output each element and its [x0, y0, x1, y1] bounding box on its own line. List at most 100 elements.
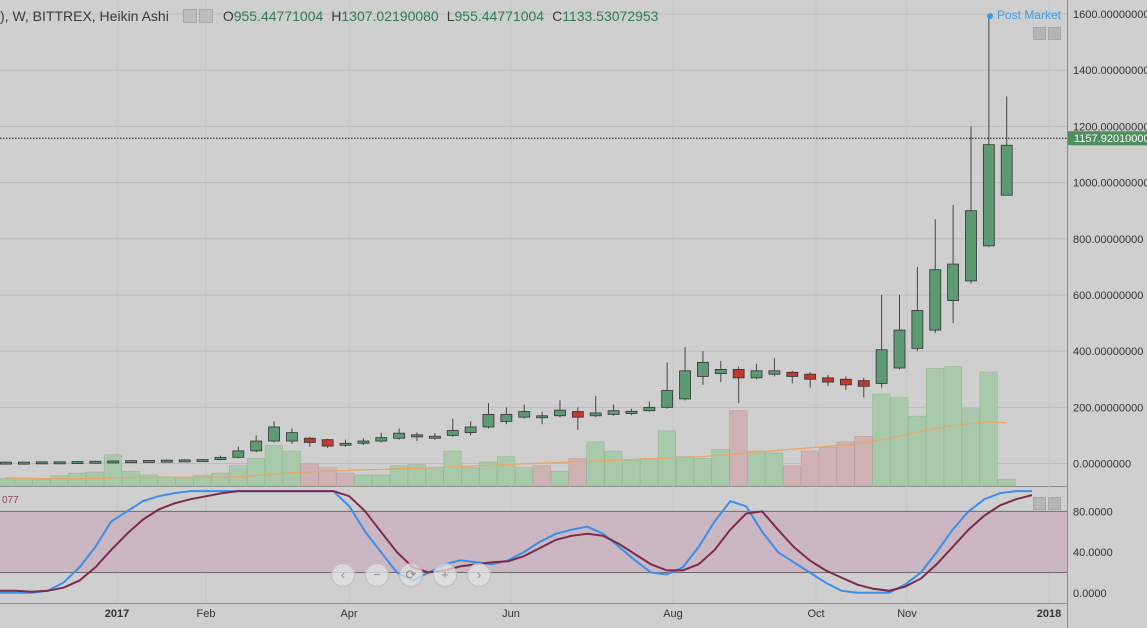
candle-body [839, 378, 852, 386]
volume-bar [782, 465, 802, 487]
volume-bar [514, 467, 534, 487]
oscillator-tick-label: 80.0000 [1073, 506, 1113, 518]
volume-bar [157, 476, 176, 487]
candle-body [214, 456, 227, 460]
candle-body [607, 410, 620, 415]
symbol-title: ), W, BITTREX, Heikin Ashi [0, 8, 169, 24]
candle-body [143, 460, 155, 463]
time-tick-label: Apr [340, 608, 357, 620]
volume-bar [264, 445, 283, 487]
time-tick-label: Oct [807, 608, 824, 620]
volume-bar [336, 472, 355, 487]
candle-body [518, 411, 531, 418]
volume-bar [997, 479, 1016, 487]
post-market-indicator[interactable]: Post Market [986, 8, 1061, 22]
candle-body [625, 410, 638, 414]
time-tick-label: Nov [897, 608, 917, 620]
low-value: 955.44771004 [454, 8, 545, 24]
volume-bar [211, 472, 230, 487]
scroll-right-button[interactable]: › [467, 563, 491, 587]
candle-body [804, 373, 817, 380]
volume-bar [693, 458, 712, 487]
open-label: O [222, 8, 234, 24]
last-price-tag [1068, 131, 1147, 146]
candle-body [1000, 144, 1013, 196]
candle-body [893, 329, 906, 369]
candle-body [303, 437, 316, 443]
volume-bar [890, 397, 909, 487]
candle-body [571, 411, 584, 418]
candle-body [268, 426, 280, 442]
candle-body [500, 413, 513, 422]
volume-bar [765, 452, 784, 487]
candle-body [768, 370, 781, 375]
volume-bar [800, 450, 819, 487]
volume-bar [818, 447, 837, 487]
zoom-in-button[interactable]: + [433, 563, 457, 587]
candle-body [178, 459, 191, 463]
price-tick-label: 1400.00000000 [1073, 65, 1147, 77]
candle-body [286, 432, 298, 442]
candle-body [589, 412, 602, 417]
close-value: 1133.53072953 [562, 8, 659, 24]
volume-bar [0, 478, 15, 487]
time-tick-label: 2017 [105, 608, 129, 620]
reset-chart-button[interactable]: ⟳ [399, 563, 423, 587]
candle-body [982, 144, 995, 247]
volume-bar [175, 478, 194, 487]
time-tick-label: Feb [197, 608, 216, 620]
price-tick-label: 1200.00000000 [1073, 121, 1147, 133]
candle-body [661, 390, 674, 408]
scroll-left-button[interactable]: ‹ [331, 563, 355, 587]
pane-maximize-icon[interactable] [1048, 27, 1061, 40]
volume-bar [836, 441, 855, 487]
high-value: 1307.02190080 [341, 8, 439, 24]
volume-bar [318, 467, 337, 487]
candle-body [643, 406, 656, 412]
price-tick-label: 1000.00000000 [1073, 178, 1147, 190]
pane-up-icon[interactable] [1033, 27, 1046, 40]
candle-body [732, 369, 745, 379]
oscillator-d-line [0, 490, 1033, 593]
last-price-label: 1157.92010000 [1074, 133, 1147, 145]
settings-icon[interactable] [182, 9, 197, 23]
open-value: 955.44771004 [233, 8, 324, 24]
candle-body [965, 210, 977, 282]
candle-body [375, 437, 388, 442]
candle-body [428, 435, 441, 439]
volume-bar [300, 463, 319, 487]
candle-body [929, 269, 942, 331]
candle-body [35, 461, 48, 465]
candle-body [89, 460, 102, 464]
candle-body [875, 349, 888, 384]
volume-bar [586, 441, 605, 487]
time-tick-label: Aug [663, 608, 683, 620]
volume-bar [532, 465, 551, 487]
oscillator-band [0, 511, 1067, 573]
candle-body [411, 434, 423, 438]
oscillator-tick-label: 0.0000 [1073, 588, 1107, 600]
candle-body [53, 461, 66, 465]
close-label: C [552, 8, 563, 24]
volume-bar [979, 371, 998, 487]
volume-bar [139, 474, 158, 487]
zoom-out-button[interactable]: − [365, 563, 389, 587]
candle-body [446, 429, 459, 436]
candle-body [679, 370, 691, 400]
volume-bar [675, 456, 694, 487]
volume-bar [604, 450, 623, 487]
volume-bar [14, 477, 33, 487]
volume-bar [425, 467, 444, 487]
volume-bar [246, 458, 265, 487]
osc-pane-up-icon[interactable] [1033, 497, 1046, 510]
volume-bar [407, 464, 426, 487]
hide-icon[interactable] [198, 9, 213, 23]
candle-body [357, 440, 370, 444]
volume-bar [729, 410, 748, 487]
post-market-label: Post Market [996, 8, 1061, 22]
candle-body [339, 442, 352, 446]
oscillator-k-line [0, 490, 1032, 594]
osc-pane-maximize-icon[interactable] [1048, 497, 1061, 510]
volume-bar [711, 448, 730, 487]
